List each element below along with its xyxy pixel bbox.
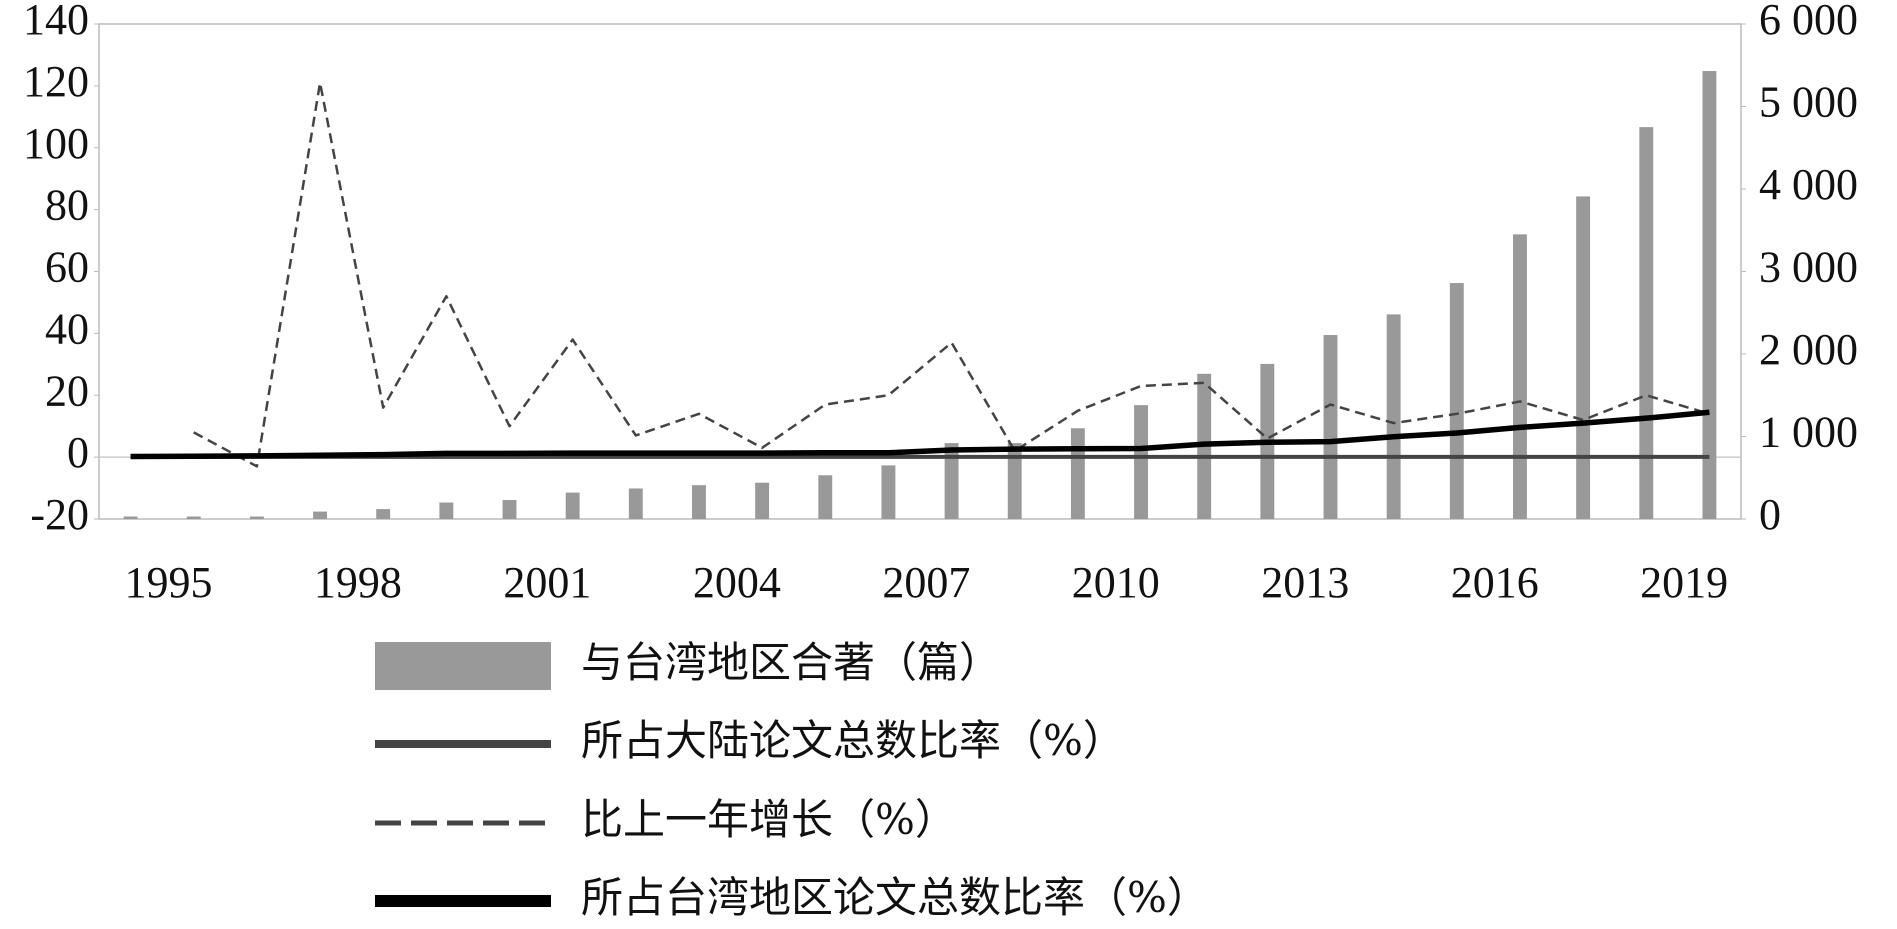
x-tick-label: 2001 — [503, 558, 591, 607]
x-tick-label: 2010 — [1072, 558, 1160, 607]
bar — [376, 509, 391, 519]
x-tick-label: 2004 — [693, 558, 781, 607]
bar — [755, 482, 770, 519]
legend-swatch — [375, 642, 551, 690]
bar — [1449, 283, 1464, 519]
y-tick-label: 120 — [23, 57, 89, 106]
bar — [565, 492, 580, 519]
bar — [1007, 443, 1022, 519]
y-tick-label: -20 — [30, 490, 89, 539]
x-tick-label: 2016 — [1451, 558, 1539, 607]
bar — [186, 516, 201, 519]
y2-tick-label: 5 000 — [1759, 78, 1858, 127]
y2-tick-label: 2 000 — [1759, 325, 1858, 374]
bar — [1639, 127, 1654, 519]
bar — [692, 485, 706, 519]
y-tick-label: 140 — [23, 0, 89, 44]
y2-tick-label: 0 — [1759, 490, 1781, 539]
bar — [1070, 428, 1085, 519]
bar — [944, 443, 959, 519]
bar — [123, 516, 138, 519]
y-tick-label: 80 — [45, 181, 89, 230]
line-series — [193, 81, 1710, 468]
bar — [1134, 405, 1148, 519]
bar — [628, 488, 643, 519]
y2-tick-label: 6 000 — [1759, 0, 1858, 44]
legend-label: 与台湾地区合著（篇） — [581, 638, 1001, 687]
y-tick-label: 100 — [23, 119, 89, 168]
plot-frame — [98, 23, 1742, 520]
bar — [313, 511, 327, 519]
bar — [1323, 335, 1338, 519]
bar — [502, 500, 517, 519]
x-tick-label: 1995 — [124, 558, 212, 607]
x-tick-label: 1998 — [314, 558, 402, 607]
x-tick-label: 2019 — [1640, 558, 1728, 607]
y2-tick-label: 4 000 — [1759, 160, 1858, 209]
y-tick-label: 20 — [45, 366, 89, 415]
bar — [1386, 314, 1401, 519]
legend-label: 所占台湾地区论文总数比率（%） — [581, 873, 1209, 922]
line-series — [130, 409, 1710, 460]
x-tick-label: 2013 — [1261, 558, 1349, 607]
y-tick-label: 40 — [45, 304, 89, 353]
x-tick-label: 2007 — [882, 558, 970, 607]
bar — [249, 516, 264, 519]
y-tick-label: 0 — [67, 428, 89, 477]
legend-label: 比上一年增长（%） — [581, 795, 957, 844]
y-tick-label: 60 — [45, 243, 89, 292]
y2-tick-label: 1 000 — [1759, 408, 1858, 457]
y2-tick-label: 3 000 — [1759, 243, 1858, 292]
bar — [1513, 234, 1527, 519]
bar — [1702, 71, 1717, 520]
legend-label: 所占大陆论文总数比率（%） — [581, 716, 1125, 765]
bar — [1576, 196, 1591, 520]
bar — [881, 465, 896, 519]
bar — [818, 475, 833, 519]
bar — [439, 502, 454, 519]
